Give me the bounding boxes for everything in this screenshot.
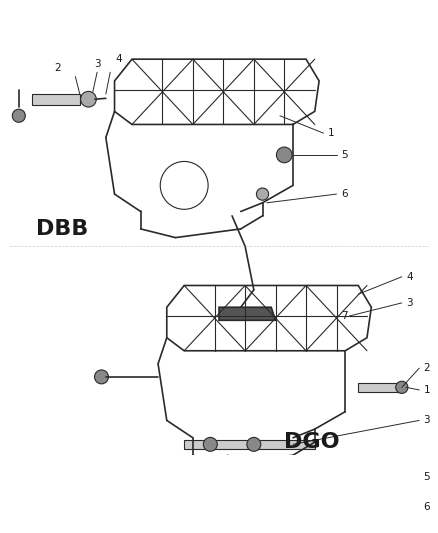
Text: DBB: DBB xyxy=(36,219,88,239)
Circle shape xyxy=(95,370,109,384)
Circle shape xyxy=(396,381,408,393)
Text: 7: 7 xyxy=(341,311,347,321)
Text: 1: 1 xyxy=(328,128,335,138)
Text: 2: 2 xyxy=(424,363,430,373)
Text: 3: 3 xyxy=(424,415,430,425)
Text: 2: 2 xyxy=(55,63,61,73)
Text: 5: 5 xyxy=(424,472,430,482)
Text: 5: 5 xyxy=(341,150,347,160)
Text: 3: 3 xyxy=(94,59,100,69)
Text: 4: 4 xyxy=(406,272,413,282)
Text: 3: 3 xyxy=(406,298,413,308)
Text: 6: 6 xyxy=(341,189,347,199)
Circle shape xyxy=(81,91,96,107)
Circle shape xyxy=(276,147,292,163)
Text: 4: 4 xyxy=(116,54,122,64)
Circle shape xyxy=(12,109,25,122)
Circle shape xyxy=(283,484,295,496)
Text: DGO: DGO xyxy=(284,432,340,452)
Text: 6: 6 xyxy=(424,503,430,512)
Text: 1: 1 xyxy=(424,385,430,395)
Bar xyxy=(32,94,80,105)
Circle shape xyxy=(247,438,261,451)
Bar xyxy=(184,440,315,449)
Circle shape xyxy=(256,188,268,200)
Polygon shape xyxy=(219,307,276,320)
Bar xyxy=(358,383,402,392)
Circle shape xyxy=(264,474,278,488)
Circle shape xyxy=(203,438,217,451)
